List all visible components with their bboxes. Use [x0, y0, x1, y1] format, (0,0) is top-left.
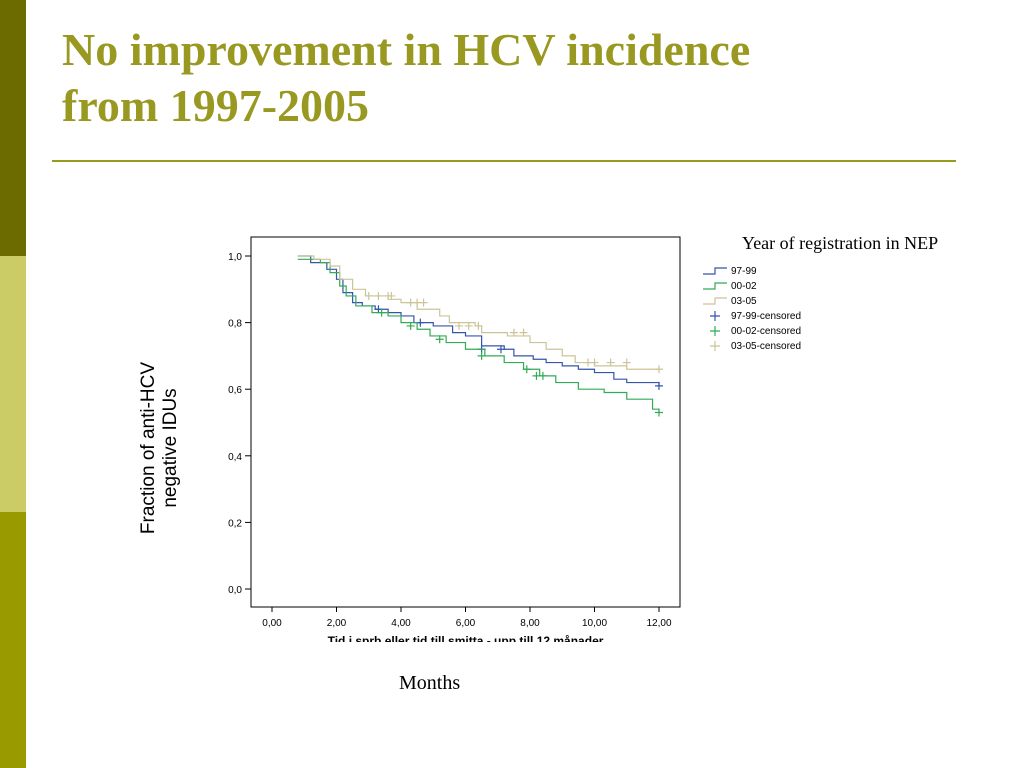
- legend-label: 97-99: [731, 266, 757, 277]
- censor-mark-03-05: [474, 321, 483, 330]
- plot-frame: [250, 236, 681, 608]
- censor-mark-03-05: [606, 358, 615, 367]
- legend-label: 00-02-censored: [731, 326, 801, 337]
- x-tick-label: 2,00: [327, 618, 347, 629]
- y-tick-label: 1,0: [228, 252, 242, 263]
- y-tick-label: 0,2: [228, 518, 242, 529]
- series-line-03-05: [297, 255, 659, 370]
- x-tick-label: 10,00: [582, 618, 607, 629]
- y-tick-label: 0,8: [228, 319, 242, 330]
- legend-swatch-line: [703, 267, 727, 275]
- censor-mark-03-05: [509, 328, 518, 337]
- legend-swatch-censor: [710, 311, 720, 321]
- censor-mark-03-05: [364, 291, 373, 300]
- censor-mark-00-02: [655, 408, 663, 417]
- censor-mark-03-05: [374, 291, 383, 300]
- x-tick-label: 8,00: [520, 618, 540, 629]
- slide-title: No improvement in HCV incidence from 199…: [62, 22, 982, 134]
- accent-bar-mid: [0, 512, 26, 768]
- x-tick-label: 4,00: [391, 618, 411, 629]
- x-tick-label: 6,00: [456, 618, 476, 629]
- y-tick-label: 0,6: [228, 385, 242, 396]
- legend-swatch-line: [703, 282, 727, 290]
- x-axis-label: Tid i sprb eller tid till smitta - upp t…: [328, 634, 604, 648]
- censor-mark-03-05: [590, 358, 599, 367]
- censor-mark-03-05: [455, 321, 464, 330]
- slide-title-line2: from 1997-2005: [62, 80, 370, 131]
- legend-label: 03-05: [731, 296, 757, 307]
- accent-bar-dark: [0, 0, 26, 256]
- y-tick-label: 0,0: [228, 585, 242, 596]
- x-axis-caption: Months: [399, 672, 461, 694]
- censor-mark-00-02: [477, 351, 486, 360]
- censor-mark-03-05: [622, 358, 631, 367]
- legend-swatch-censor: [710, 326, 720, 336]
- legend-label: 97-99-censored: [731, 311, 801, 322]
- series-line-00-02: [297, 258, 660, 413]
- title-divider: [52, 160, 956, 162]
- y-tick-label: 0,4: [228, 452, 242, 463]
- legend-label: 00-02: [731, 281, 757, 292]
- censor-mark-97-99: [655, 381, 663, 390]
- legend-label: 03-05-censored: [731, 341, 801, 352]
- legend-swatch-line: [703, 297, 727, 305]
- censor-mark-00-02: [377, 308, 386, 317]
- legend-title: Year of registration in NEP: [742, 233, 939, 253]
- series-line-97-99: [297, 255, 660, 386]
- censor-mark-00-02: [538, 371, 547, 380]
- x-tick-label: 12,00: [646, 618, 671, 629]
- censor-mark-03-05: [655, 365, 663, 374]
- censor-mark-00-02: [435, 335, 444, 344]
- censor-mark-03-05: [519, 328, 528, 337]
- censor-mark-03-05: [464, 321, 473, 330]
- legend-swatch-censor: [710, 341, 720, 351]
- slide-title-line1: No improvement in HCV incidence: [62, 24, 751, 75]
- censor-mark-00-02: [406, 321, 415, 330]
- censor-mark-00-02: [522, 365, 531, 374]
- censor-mark-03-05: [419, 298, 428, 307]
- x-tick-label: 0,00: [262, 618, 282, 629]
- censor-mark-97-99: [496, 345, 505, 354]
- accent-bar-light: [0, 256, 26, 512]
- censor-mark-03-05: [387, 291, 396, 300]
